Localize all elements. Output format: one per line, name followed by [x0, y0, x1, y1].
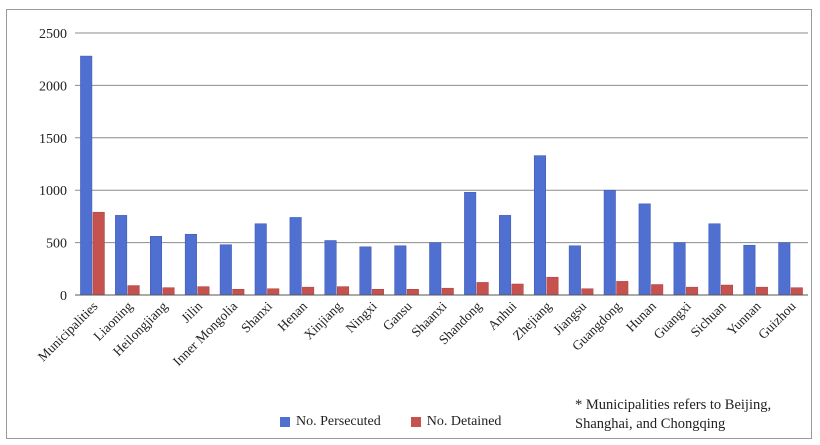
- bar-detained: [651, 284, 664, 296]
- bar-detained: [616, 281, 629, 296]
- bar-persecuted: [778, 242, 791, 296]
- bar-persecuted: [708, 223, 721, 296]
- bars: [80, 55, 803, 296]
- legend-item-persecuted: No. Persecuted: [280, 414, 381, 430]
- bar-detained: [337, 286, 350, 296]
- bar-detained: [511, 283, 524, 296]
- bar-persecuted: [184, 233, 197, 296]
- y-axis-ticks: 0 500 1000 1500 2000 2500: [39, 27, 67, 304]
- bar-detained: [581, 288, 594, 296]
- y-tick-label: 2500: [39, 27, 67, 42]
- bar-detained: [686, 286, 699, 296]
- y-tick-label: 2000: [39, 79, 67, 94]
- bar-detained: [720, 284, 733, 296]
- bar-detained: [755, 286, 768, 296]
- bar-persecuted: [115, 215, 128, 296]
- y-tick-label: 500: [46, 237, 67, 252]
- bar-detained: [790, 287, 803, 296]
- bar-detained: [302, 286, 315, 296]
- bar-persecuted: [150, 236, 163, 296]
- legend-label-persecuted: No. Persecuted: [296, 414, 381, 429]
- bar-persecuted: [219, 244, 232, 296]
- bar-detained: [476, 282, 489, 296]
- y-tick-label: 1500: [39, 132, 67, 147]
- grid-lines: [75, 32, 808, 244]
- x-tick-label: Sichuan: [687, 298, 729, 340]
- x-tick-label: Xinjiang: [301, 298, 345, 342]
- bar-detained: [406, 288, 419, 296]
- bar-detained: [371, 288, 384, 296]
- bar-detained: [162, 287, 175, 296]
- bar-persecuted: [533, 155, 546, 296]
- legend: No. Persecuted No. Detained: [280, 412, 501, 432]
- bar-detained: [546, 276, 559, 296]
- bar-persecuted: [394, 245, 407, 296]
- bar-persecuted: [603, 189, 616, 296]
- bar-persecuted: [429, 242, 442, 296]
- bar-persecuted: [638, 203, 651, 296]
- legend-swatch-detained: [410, 417, 421, 427]
- bar-detained: [267, 288, 280, 296]
- x-tick-label: Shanxi: [238, 298, 275, 335]
- bar-persecuted: [80, 55, 93, 296]
- bar-detained: [127, 285, 140, 296]
- x-tick-label: Guangxi: [650, 298, 694, 342]
- bar-detained: [441, 287, 454, 296]
- bar-persecuted: [254, 223, 267, 296]
- x-tick-label: Zhejiang: [510, 298, 555, 343]
- x-tick-label: Jilin: [178, 298, 205, 325]
- bar-detained: [232, 288, 245, 296]
- bar-persecuted: [673, 242, 686, 296]
- bar-persecuted: [743, 244, 756, 296]
- y-tick-label: 1000: [39, 184, 67, 199]
- chart-frame: [6, 9, 812, 439]
- bar-persecuted: [464, 192, 477, 296]
- bar-detained: [197, 286, 210, 296]
- bar-persecuted: [359, 246, 372, 296]
- annotation-note: * Municipalities refers to Beijing, Shan…: [575, 397, 772, 432]
- bar-persecuted: [324, 240, 337, 296]
- x-tick-label: Ningxi: [343, 298, 380, 335]
- bar-persecuted: [289, 217, 302, 296]
- bar-persecuted: [499, 215, 512, 296]
- bar-detained: [92, 211, 105, 296]
- legend-item-detained: No. Detained: [410, 414, 502, 430]
- x-tick-label: Guizhou: [755, 298, 799, 342]
- legend-swatch-persecuted: [280, 417, 290, 427]
- bar-persecuted: [568, 245, 581, 296]
- legend-label-detained: No. Detained: [426, 414, 502, 429]
- y-tick-label: 0: [60, 289, 67, 304]
